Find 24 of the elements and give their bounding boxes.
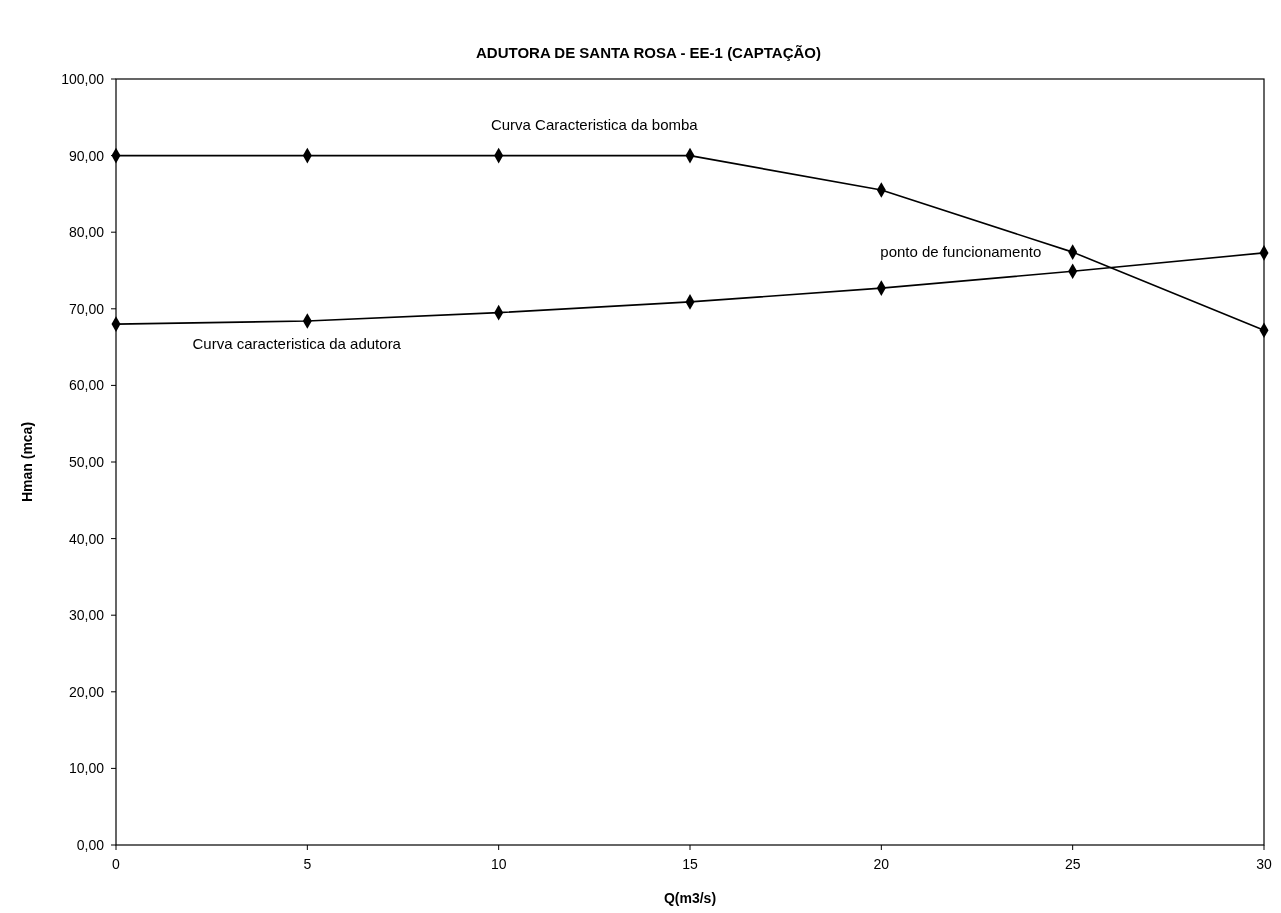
x-tick-label: 15 — [682, 856, 698, 872]
x-axis-title: Q(m3/s) — [663, 890, 717, 906]
y-tick-label: 90,00 — [68, 147, 105, 164]
chart-title: ADUTORA DE SANTA ROSA - EE-1 (CAPTAÇÃO) — [476, 44, 821, 61]
y-tick-label: 30,00 — [68, 607, 105, 624]
y-tick-label: 70,00 — [68, 300, 105, 317]
x-tick-label: 0 — [112, 856, 121, 872]
series-label: Curva caracteristica da adutora — [192, 335, 402, 353]
series-label: Curva Caracteristica da bomba — [490, 115, 699, 133]
y-tick-label: 10,00 — [68, 760, 105, 777]
x-tick-label: 20 — [873, 856, 890, 872]
x-tick-label: 25 — [1064, 856, 1081, 872]
x-tick-label: 5 — [303, 856, 312, 872]
y-tick-label: 0,00 — [76, 836, 105, 853]
y-axis-title: Hman (mca) — [19, 421, 35, 503]
x-tick-label: 30 — [1256, 856, 1272, 872]
annotation: ponto de funcionamento — [880, 242, 1042, 260]
y-tick-label: 100,00 — [61, 70, 105, 87]
y-tick-label: 20,00 — [68, 683, 105, 700]
y-tick-label: 40,00 — [68, 530, 105, 547]
y-tick-label: 50,00 — [68, 453, 105, 470]
x-tick-label: 10 — [490, 856, 507, 872]
y-tick-label: 60,00 — [68, 377, 105, 394]
y-tick-label: 80,00 — [68, 224, 105, 241]
